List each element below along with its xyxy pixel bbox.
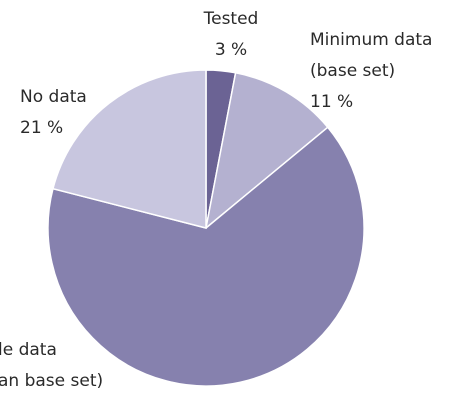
slice-label: No data — [20, 87, 87, 107]
value-label: 11 % — [310, 92, 353, 112]
slice-label: (base set) — [310, 61, 395, 81]
slice-label: le data — [0, 340, 57, 360]
pie-slice — [52, 69, 207, 229]
slice-label: Minimum data — [310, 30, 432, 50]
value-label: 3 % — [215, 40, 247, 60]
pie-slice — [204, 71, 329, 230]
pie-slice — [47, 126, 365, 387]
value-label: 21 % — [20, 118, 63, 138]
slice-label: Tested — [203, 9, 259, 29]
slice-label: an base set) — [0, 371, 103, 391]
